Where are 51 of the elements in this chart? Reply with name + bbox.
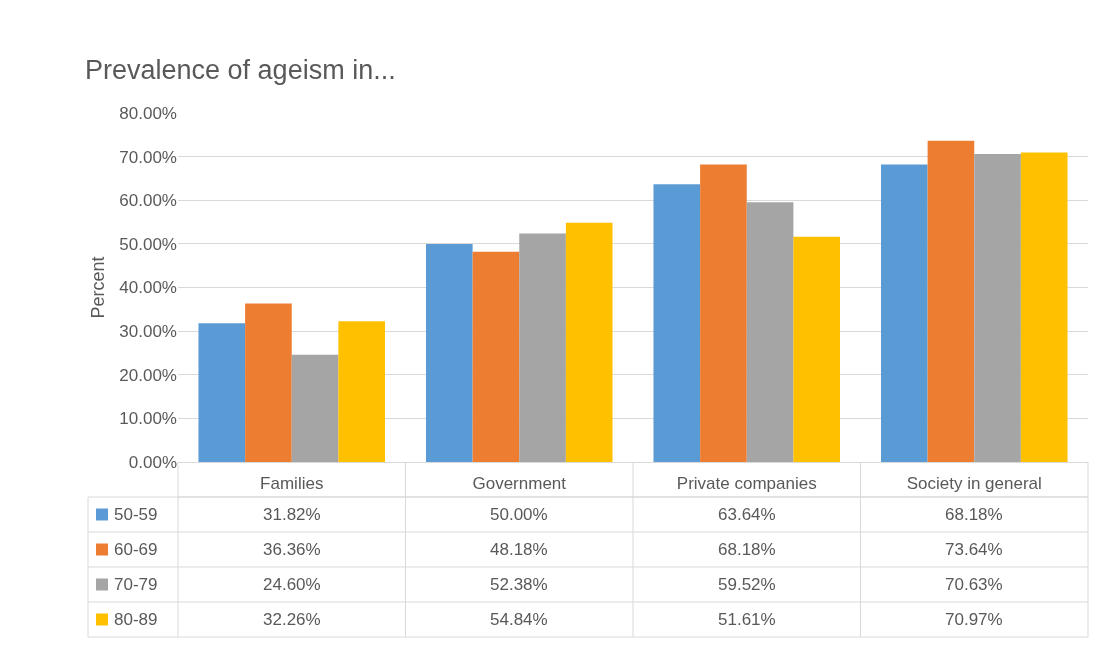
y-tick-label: 80.00%: [119, 103, 177, 123]
data-label: 54.84%: [490, 610, 548, 629]
bar: [291, 354, 339, 462]
y-tick-label: 40.00%: [119, 278, 177, 298]
data-label: 48.18%: [490, 540, 548, 559]
data-label: 59.52%: [718, 575, 776, 594]
y-tick-label: 60.00%: [119, 191, 177, 211]
bar: [198, 323, 246, 462]
data-label: 68.18%: [718, 540, 776, 559]
legend-label: 70-79: [114, 575, 158, 594]
bar: [425, 243, 473, 462]
data-label: 32.26%: [263, 610, 321, 629]
bar: [880, 164, 928, 462]
y-tick-label: 50.00%: [119, 234, 177, 254]
legend-label: 60-69: [114, 540, 158, 559]
data-label: 70.97%: [945, 610, 1003, 629]
x-tick-label: Private companies: [676, 474, 817, 494]
bar: [565, 222, 613, 462]
data-label: 52.38%: [490, 575, 548, 594]
data-label: 50.00%: [490, 505, 548, 524]
y-tick-label: 70.00%: [119, 147, 177, 167]
data-label: 63.64%: [718, 505, 776, 524]
y-tick-label: 30.00%: [119, 322, 177, 342]
y-tick-label: 20.00%: [119, 365, 177, 385]
bar: [1020, 152, 1068, 462]
bar: [653, 184, 701, 462]
x-tick-label: Government: [472, 474, 567, 494]
data-label: 70.63%: [945, 575, 1003, 594]
y-axis-title: Percent: [87, 256, 108, 319]
data-label: 68.18%: [945, 505, 1003, 524]
data-label: 24.60%: [263, 575, 321, 594]
data-label: 73.64%: [945, 540, 1003, 559]
bar: [519, 233, 566, 462]
bar: [245, 303, 292, 462]
bar: [746, 202, 794, 462]
chart-title: Prevalence of ageism in...: [85, 55, 396, 86]
bar: [793, 236, 841, 462]
data-label: 36.36%: [263, 540, 321, 559]
bar: [338, 321, 386, 462]
x-tick-label: Families: [260, 474, 324, 494]
bar: [472, 251, 520, 462]
data-label: 31.82%: [263, 505, 321, 524]
bar: [927, 140, 975, 462]
y-tick-label: 10.00%: [119, 409, 177, 429]
legend-label: 50-59: [114, 505, 158, 524]
legend-label: 80-89: [114, 610, 158, 629]
y-tick-label: 0.00%: [128, 452, 177, 472]
bar: [700, 164, 747, 462]
data-label: 51.61%: [718, 610, 776, 629]
bar: [974, 153, 1021, 462]
x-tick-label: Society in general: [906, 474, 1042, 494]
